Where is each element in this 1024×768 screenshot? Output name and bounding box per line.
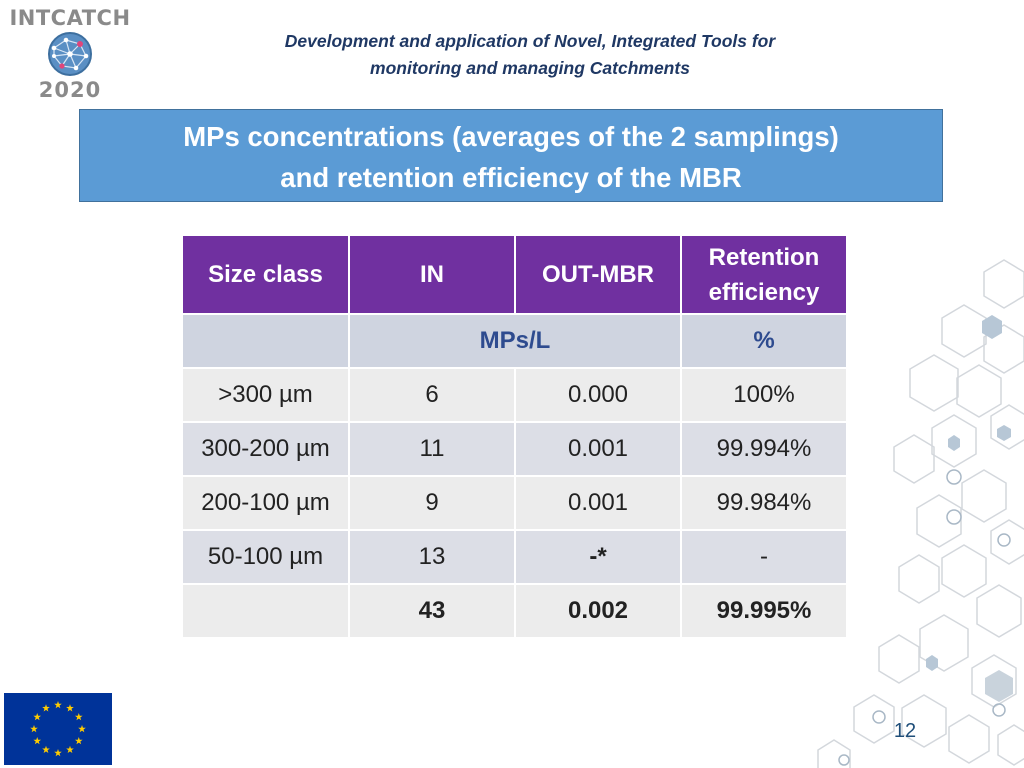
units-efficiency: %	[680, 313, 848, 369]
eu-star	[42, 704, 50, 712]
table-row: 50-100 µm 13 -* -	[181, 529, 848, 585]
cell-in: 9	[348, 475, 516, 531]
header-retention-efficiency: Retention efficiency	[680, 234, 848, 315]
table-row: 300-200 µm 11 0.001 99.994%	[181, 421, 848, 477]
table-total-row: 43 0.002 99.995%	[181, 583, 848, 639]
cell-efficiency: -	[680, 529, 848, 585]
header-in: IN	[348, 234, 516, 315]
cell-efficiency: 99.984%	[680, 475, 848, 531]
total-out: 0.002	[514, 583, 682, 639]
slide-title-banner: MPs concentrations (averages of the 2 sa…	[79, 109, 943, 202]
cell-size: >300 µm	[181, 367, 350, 423]
units-empty-cell	[181, 313, 350, 369]
cell-in: 13	[348, 529, 516, 585]
eu-star	[78, 725, 86, 733]
header-out-mbr: OUT-MBR	[514, 234, 682, 315]
header-size-class: Size class	[181, 234, 350, 315]
subtitle-line-1: Development and application of Novel, In…	[284, 31, 776, 51]
cell-in: 11	[348, 421, 516, 477]
cell-out: -*	[514, 529, 682, 585]
units-concentration: MPs/L	[348, 313, 682, 369]
mp-concentration-table: Size class IN OUT-MBR Retention efficien…	[181, 234, 848, 639]
eu-flag-icon	[4, 693, 112, 765]
table-row: >300 µm 6 0.000 100%	[181, 367, 848, 423]
cell-size: 50-100 µm	[181, 529, 350, 585]
eu-star	[74, 713, 83, 721]
cell-efficiency: 100%	[680, 367, 848, 423]
eu-star	[33, 737, 42, 745]
globe-network-icon	[48, 32, 92, 76]
total-efficiency: 99.995%	[680, 583, 848, 639]
eu-star	[54, 701, 62, 709]
table-units-row: MPs/L %	[181, 313, 848, 369]
eu-star	[54, 749, 62, 757]
table-row: 200-100 µm 9 0.001 99.984%	[181, 475, 848, 531]
cell-size: 300-200 µm	[181, 421, 350, 477]
cell-size: 200-100 µm	[181, 475, 350, 531]
cell-out: 0.001	[514, 421, 682, 477]
table-header-row: Size class IN OUT-MBR Retention efficien…	[181, 234, 848, 315]
slide-title-line-1: MPs concentrations (averages of the 2 sa…	[183, 121, 839, 152]
cell-out: 0.001	[514, 475, 682, 531]
total-size	[181, 583, 350, 639]
eu-star	[66, 704, 74, 712]
project-subtitle: Development and application of Novel, In…	[210, 28, 850, 82]
eu-star	[74, 737, 83, 745]
subtitle-line-2: monitoring and managing Catchments	[370, 58, 690, 78]
eu-star	[33, 713, 42, 721]
slide-title-line-2: and retention efficiency of the MBR	[280, 162, 742, 193]
eu-star	[42, 745, 50, 754]
page-number: 12	[893, 720, 917, 742]
logo-top-text: INTCATCH	[9, 6, 131, 30]
cell-efficiency: 99.994%	[680, 421, 848, 477]
total-in: 43	[348, 583, 516, 639]
cell-in: 6	[348, 367, 516, 423]
hexagon-pattern-decoration	[817, 259, 1024, 768]
eu-star	[30, 725, 38, 733]
eu-star	[66, 745, 74, 754]
intcatch-logo: INTCATCH 2020	[6, 6, 134, 102]
logo-bottom-text: 2020	[38, 78, 102, 102]
cell-out: 0.000	[514, 367, 682, 423]
